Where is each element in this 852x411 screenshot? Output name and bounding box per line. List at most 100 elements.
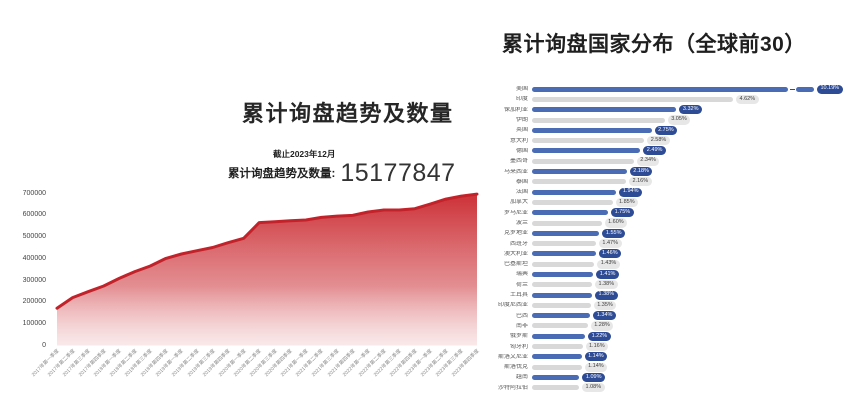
bar [532,261,595,267]
bar-row: 印度 4.62% [484,94,850,104]
value-pill: 2.75% [654,125,678,135]
y-tick-label: 700000 [22,189,46,197]
bar-track: 1.09% [532,372,850,382]
country-label: 罗马尼亚 [503,209,528,216]
value-pill: 2.34% [636,156,660,166]
value-pill: 1.43% [597,259,620,269]
bar-row: 匈牙利 1.16% [484,341,850,352]
bar-row: 西班牙 1.47% [484,238,850,249]
trend-total-block: 截止2023年12月 累计询盘趋势及数量: 15177847 [228,148,456,187]
bar [532,127,652,133]
value-pill: 1.41% [596,269,619,280]
bar-row: 伊朗 3.05% [484,115,850,125]
bar-row: 俄罗斯 1.22% [484,331,850,341]
country-label: 墨西哥 [509,158,528,165]
value-pill: 1.35% [593,300,617,310]
value-pill: 2.16% [629,177,652,187]
bar-track: 1.34% [532,311,850,321]
bar [532,117,665,123]
bar-row: 巴基斯坦 1.43% [484,259,850,269]
asof-label: 截止2023年12月 [272,149,336,159]
bar-row: 法国 1.94% [484,187,850,197]
bar-track: 2.16% [532,177,850,187]
bar-row: 波兰 1.60% [484,218,850,228]
total-label: 累计询盘趋势及数量: [228,168,336,180]
bar [532,220,602,226]
bar [532,364,582,370]
bar-row: 斯洛伐克 1.14% [484,362,850,372]
bar-row: 土耳其 1.38% [484,290,850,300]
bar-row: 加拿大 1.85% [484,197,850,207]
bar [532,302,591,308]
value-pill: 1.55% [602,228,625,238]
trend-chart-title: 累计询盘趋势及数量 [242,101,454,126]
bar-track: 2.18% [532,166,850,177]
value-pill: 1.38% [595,280,618,290]
value-pill: 1.38% [595,290,618,300]
value-pill: 1.16% [585,342,609,352]
value-pill: 1.14% [584,352,608,362]
value-pill: 1.46% [598,249,622,259]
y-tick-label: 200000 [22,298,46,306]
bar-row: 巴西 1.34% [484,311,850,321]
country-label: 斯洛文尼亚 [497,353,528,360]
country-label: 保加利亚 [503,106,528,113]
country-label: 越南 [515,374,528,381]
bar-track: 1.35% [532,300,850,310]
y-tick-label: 0 [42,342,46,349]
bar-track: 3.32% [532,105,850,115]
bar [532,158,634,164]
value-pill: 10.19% [817,84,843,94]
country-label: 荷兰 [515,281,528,288]
bar-track: 1.75% [532,208,850,218]
bar [532,199,613,205]
bar-track: 10.19% [532,84,850,94]
bar-track: 1.41% [532,269,850,280]
country-label: 西班牙 [509,240,528,247]
bar-track: 2.34% [532,156,850,166]
bar-row: 沙特阿拉伯 1.08% [484,383,850,393]
bar-row: 意大利 2.58% [484,135,850,146]
bar-track: 1.43% [532,259,850,269]
country-label: 马来西亚 [503,168,528,175]
country-label: 俄罗斯 [509,333,528,340]
value-pill: 1.85% [615,197,639,207]
bar [532,96,733,102]
bar-track: 1.47% [532,238,850,249]
bar-track: 1.60% [532,218,850,228]
bar-row: 澳大利亚 1.46% [484,249,850,259]
bar-track: 2.58% [532,135,850,146]
bar [532,86,788,92]
value-pill: 3.05% [667,115,691,125]
value-pill: 1.08% [582,383,605,393]
country-label: 巴基斯坦 [503,261,528,268]
bar-track: 3.05% [532,115,850,125]
bar-row: 斯洛文尼亚 1.14% [484,352,850,362]
bar-row: 英国 2.75% [484,125,850,135]
bar [532,230,600,236]
bar-row: 克罗地亚 1.55% [484,228,850,238]
bar [532,189,617,195]
bar [532,292,592,298]
bar-row: 墨西哥 2.34% [484,156,850,166]
country-label: 瑞典 [515,271,528,278]
country-label: 土耳其 [509,292,528,299]
value-pill: 1.47% [598,239,622,249]
bar-track: 1.08% [532,383,850,393]
bar-row: 美国 10.19% [484,84,850,94]
bar [532,344,583,350]
bar [532,138,645,144]
y-tick-label: 500000 [22,233,46,241]
country-label: 法国 [515,189,528,196]
country-label: 匈牙利 [509,343,528,350]
bar-track: 2.75% [532,125,850,135]
trend-line [55,192,479,310]
bar-track: 1.38% [532,290,850,300]
bar-track: 2.49% [532,146,850,156]
bar-row: 印度尼西亚 1.35% [484,300,850,310]
country-bars: 美国 10.19% 印度 4.62% 保加利亚 3.32% 伊朗 3.05% 英国 2.75% 意大… [484,84,850,393]
country-chart-title: 累计询盘国家分布（全球前30） [502,33,806,56]
total-value: 15177847 [340,158,456,187]
